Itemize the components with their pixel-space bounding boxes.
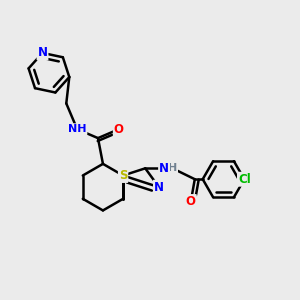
Text: O: O [186,195,196,208]
Text: S: S [119,169,128,182]
Text: H: H [168,163,177,173]
Text: N: N [154,181,164,194]
Text: NH: NH [68,124,86,134]
Text: N: N [38,46,47,59]
Text: O: O [114,123,124,136]
Text: Cl: Cl [238,173,251,186]
Text: N: N [159,162,169,175]
